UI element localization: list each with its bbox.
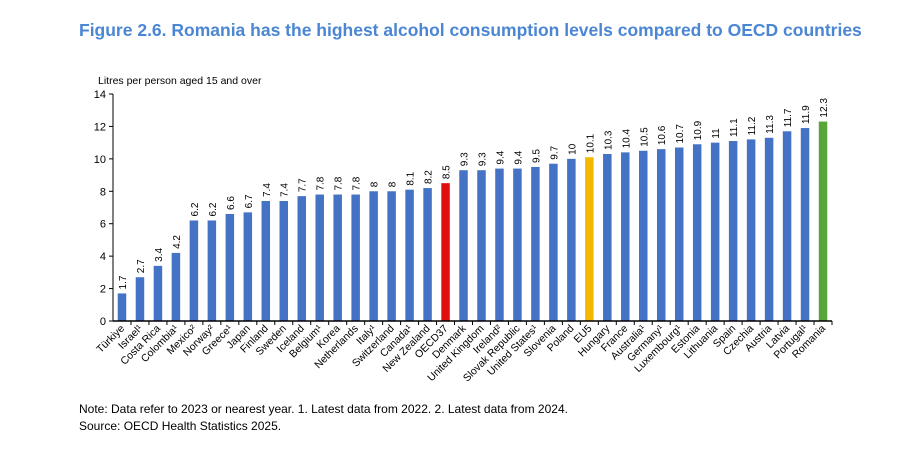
bar <box>477 170 486 321</box>
bar <box>387 191 396 321</box>
y-tick-label: 14 <box>94 89 106 101</box>
bar <box>818 121 828 321</box>
y-tick-label: 4 <box>100 251 106 263</box>
data-label: 7.8 <box>316 176 327 190</box>
data-label: 9.4 <box>495 150 506 164</box>
bar <box>692 144 702 321</box>
data-label: 6.7 <box>244 194 255 208</box>
data-label: 11.7 <box>783 108 794 127</box>
bar <box>549 163 558 321</box>
bar <box>369 191 378 321</box>
bar <box>495 168 504 321</box>
data-label: 9.5 <box>531 149 542 163</box>
y-tick-label: 8 <box>100 186 106 198</box>
data-label: 7.4 <box>262 183 273 197</box>
chart-source: Source: OECD Health Statistics 2025. <box>79 419 282 433</box>
bar <box>585 157 594 321</box>
data-label: 9.3 <box>460 152 471 166</box>
data-label: 10.3 <box>603 130 614 150</box>
bar <box>746 139 756 321</box>
data-label: 8.2 <box>424 170 435 184</box>
data-label: 7.4 <box>280 183 291 197</box>
data-label: 10.1 <box>585 133 596 153</box>
bar <box>171 252 181 321</box>
bar <box>567 158 576 321</box>
data-label: 6.2 <box>190 202 201 216</box>
data-label: 7.8 <box>334 176 345 190</box>
bar <box>710 142 720 321</box>
bar <box>621 152 630 321</box>
data-label: 9.7 <box>549 145 560 159</box>
bar <box>674 147 684 321</box>
bar <box>315 194 324 321</box>
data-label: 6.2 <box>208 202 219 216</box>
data-label: 7.8 <box>352 176 363 190</box>
bar <box>333 194 342 321</box>
bar <box>423 188 432 321</box>
data-label: 1.7 <box>118 275 129 289</box>
data-label: 2.7 <box>136 259 147 273</box>
bar <box>800 128 810 321</box>
bar <box>135 277 145 321</box>
bar <box>279 201 289 321</box>
data-label: 9.4 <box>513 150 524 164</box>
bar <box>764 137 774 321</box>
data-label: 4.2 <box>172 235 183 249</box>
data-label: 7.7 <box>298 178 309 192</box>
chart-title: Figure 2.6. Romania has the highest alco… <box>79 20 862 40</box>
data-label: 8.1 <box>406 171 417 185</box>
bar <box>639 150 648 321</box>
bar-chart: Litres per person aged 15 and over 0 2 4 6 8 1… <box>94 75 833 384</box>
data-label: 10 <box>567 143 578 155</box>
data-label: 3.4 <box>154 248 165 262</box>
data-label: 8 <box>388 181 399 187</box>
data-label: 12.3 <box>819 98 830 118</box>
data-label: 10.9 <box>693 120 704 140</box>
bar <box>656 149 666 321</box>
data-label: 8.5 <box>442 165 453 179</box>
data-label: 11.3 <box>765 115 776 134</box>
bar <box>117 293 127 321</box>
bar <box>243 212 253 321</box>
y-tick-label: 6 <box>100 219 106 231</box>
data-label: 11 <box>711 128 722 139</box>
y-tick-label: 12 <box>94 121 106 133</box>
data-label: 11.1 <box>729 118 740 137</box>
data-label: 10.7 <box>675 124 686 144</box>
data-label: 10.4 <box>621 128 632 148</box>
bar <box>261 201 271 321</box>
y-axis-label: Litres per person aged 15 and over <box>98 75 262 87</box>
y-tick-label: 0 <box>100 316 106 328</box>
bar <box>225 213 235 321</box>
data-label: 9.3 <box>477 152 488 166</box>
bar <box>207 220 217 321</box>
bar <box>441 183 450 321</box>
bar <box>405 189 414 321</box>
data-label: 8 <box>370 181 381 187</box>
data-label: 10.5 <box>639 127 650 147</box>
y-tick-label: 2 <box>100 284 106 296</box>
data-label: 6.6 <box>226 196 237 210</box>
bar <box>459 170 468 321</box>
bar <box>153 265 163 321</box>
y-tick-label: 10 <box>94 154 106 166</box>
bar <box>513 168 522 321</box>
bar <box>297 196 306 321</box>
bar <box>782 131 792 321</box>
data-label: 10.6 <box>657 125 668 145</box>
bar <box>351 194 360 321</box>
bar <box>189 220 199 321</box>
data-label: 11.9 <box>801 105 812 124</box>
bar <box>531 166 540 321</box>
data-label: 11.2 <box>747 116 758 135</box>
chart-note: Note: Data refer to 2023 or nearest year… <box>79 402 568 416</box>
bar <box>603 153 612 321</box>
bar <box>728 141 738 321</box>
